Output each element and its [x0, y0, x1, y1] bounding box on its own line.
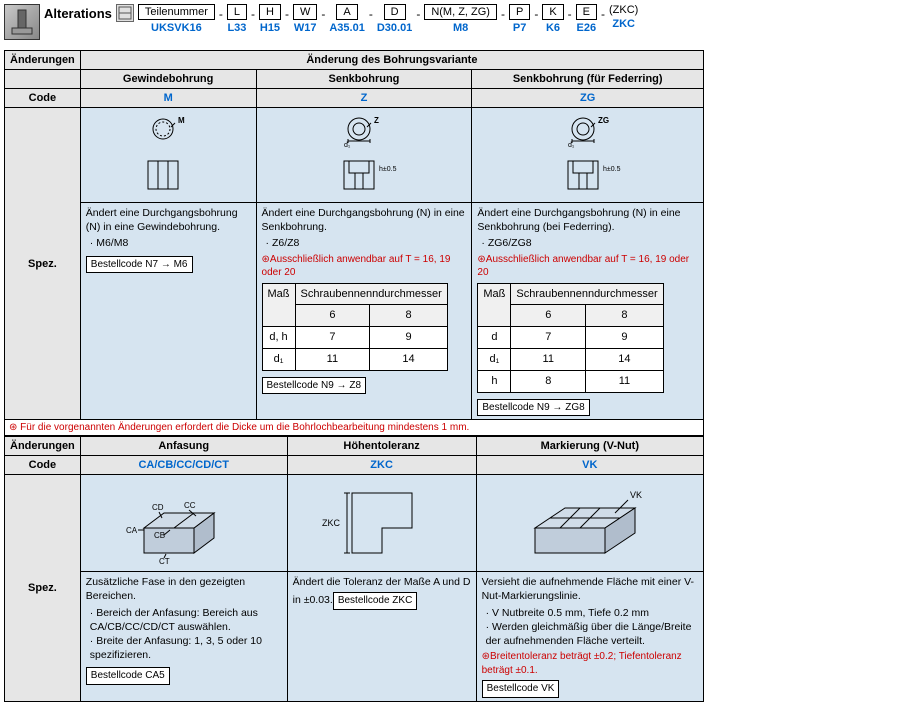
part-value: M8: [453, 22, 468, 34]
col-spec: Ändert die Toleranz der Maße A und D in …: [287, 572, 476, 701]
alterations-table-1: Änderungen Änderung des Bohrungsvariante…: [4, 50, 704, 420]
part-teilenummer: Teilenummer UKSVK16: [138, 4, 215, 34]
col-spec: Versieht die aufnehmende Fläche mit eine…: [476, 572, 703, 701]
svg-text:M: M: [178, 116, 185, 125]
dash: -: [532, 7, 540, 21]
col-title: Senkbohrung (für Federring): [472, 70, 704, 89]
part-d: D D30.01: [377, 4, 412, 34]
mid-note: ⊛ Für die vorgenannten Änderungen erford…: [4, 420, 704, 436]
alterations-icon: [4, 4, 40, 40]
part-l: L L33: [227, 4, 247, 34]
svg-text:d₁: d₁: [344, 142, 351, 149]
row-label-aenderungen-2: Änderungen: [5, 437, 81, 456]
col-code: VK: [476, 456, 703, 475]
svg-text:CA: CA: [126, 526, 138, 535]
part-w: W W17: [293, 4, 317, 34]
row-label-blank: [5, 70, 81, 89]
col-code: CA/CB/CC/CD/CT: [80, 456, 287, 475]
col-code: ZKC: [287, 456, 476, 475]
part-label: D: [384, 4, 406, 20]
part-value: W17: [294, 22, 317, 34]
part-h: H H15: [259, 4, 281, 34]
part-a: A A35.01: [329, 4, 364, 34]
part-tail: (ZKC) ZKC: [609, 4, 638, 30]
part-label: K: [542, 4, 563, 20]
header-row: Alterations TeilenummerUKSVK16-LL33-HH15…: [4, 4, 899, 40]
part-e: E E26: [576, 4, 597, 34]
col-diagram: M: [80, 108, 256, 203]
col-title: Markierung (V-Nut): [476, 437, 703, 456]
col-spec: Ändert eine Durchgangsbohrung (N) in ein…: [472, 203, 704, 420]
col-code: M: [80, 89, 256, 108]
svg-text:CT: CT: [159, 557, 170, 566]
part-label: N(M, Z, ZG): [424, 4, 497, 20]
row-label-spez: Spez.: [5, 108, 81, 420]
col-title: Höhentoleranz: [287, 437, 476, 456]
dash: -: [283, 7, 291, 21]
col-spec: Ändert eine Durchgangsbohrung (N) in ein…: [256, 203, 472, 420]
dash: -: [499, 7, 507, 21]
part-value: H15: [260, 22, 280, 34]
part-value: L33: [227, 22, 246, 34]
row-label-code: Code: [5, 89, 81, 108]
part-value: A35.01: [329, 22, 364, 34]
svg-text:ZKC: ZKC: [322, 518, 341, 528]
svg-text:CC: CC: [184, 501, 196, 510]
col-title: Senkbohrung: [256, 70, 472, 89]
part-number-builder: TeilenummerUKSVK16-LL33-HH15-WW17-AA35.0…: [138, 4, 638, 34]
part-value: E26: [577, 22, 597, 34]
dash: -: [414, 7, 422, 21]
part-n(m, z, zg): N(M, Z, ZG) M8: [424, 4, 497, 34]
tail-value: ZKC: [612, 18, 635, 30]
part-value: K6: [546, 22, 560, 34]
part-value: P7: [513, 22, 526, 34]
row-label-spez-2: Spez.: [5, 475, 81, 701]
col-code: Z: [256, 89, 472, 108]
col-spec: Zusätzliche Fase in den gezeigten Bereic…: [80, 572, 287, 701]
svg-text:CD: CD: [152, 503, 164, 512]
svg-text:VK: VK: [630, 490, 642, 500]
col-diagram: d₁ Z h±0.5: [256, 108, 472, 203]
col-diagram: VK: [476, 475, 703, 572]
col-diagram: ZKC: [287, 475, 476, 572]
svg-text:d₁: d₁: [568, 142, 575, 149]
svg-text:CB: CB: [154, 531, 165, 540]
section1-title: Änderung des Bohrungsvariante: [80, 51, 703, 70]
row-label-aenderungen: Änderungen: [5, 51, 81, 70]
alterations-table-2: ÄnderungenAnfasungHöhentoleranzMarkierun…: [4, 436, 704, 701]
row-label-code-2: Code: [5, 456, 81, 475]
tail-paren: (ZKC): [609, 4, 638, 16]
svg-text:h±0.5: h±0.5: [603, 166, 621, 173]
part-label: A: [336, 4, 357, 20]
part-label: P: [509, 4, 530, 20]
svg-text:Z: Z: [374, 116, 379, 125]
col-spec: Ändert eine Durchgangsbohrung (N) in ein…: [80, 203, 256, 420]
part-value: UKSVK16: [151, 22, 202, 34]
part-label: W: [293, 4, 317, 20]
part-value: D30.01: [377, 22, 412, 34]
small-icon: [116, 4, 134, 22]
col-title: Gewindebohrung: [80, 70, 256, 89]
part-label: L: [227, 4, 247, 20]
col-diagram: d₁ ZG h±0.5: [472, 108, 704, 203]
col-diagram: CD CC CA CB CT: [80, 475, 287, 572]
part-k: K K6: [542, 4, 563, 34]
dash: -: [217, 7, 225, 21]
dash: -: [249, 7, 257, 21]
dash: -: [367, 7, 375, 21]
svg-text:ZG: ZG: [598, 116, 609, 125]
part-label: H: [259, 4, 281, 20]
part-label: Teilenummer: [138, 4, 215, 20]
col-title: Anfasung: [80, 437, 287, 456]
svg-text:h±0.5: h±0.5: [379, 166, 397, 173]
dash: -: [566, 7, 574, 21]
alterations-label: Alterations: [44, 6, 112, 21]
dash: -: [319, 7, 327, 21]
part-p: P P7: [509, 4, 530, 34]
dash: -: [599, 7, 607, 21]
part-label: E: [576, 4, 597, 20]
col-code: ZG: [472, 89, 704, 108]
